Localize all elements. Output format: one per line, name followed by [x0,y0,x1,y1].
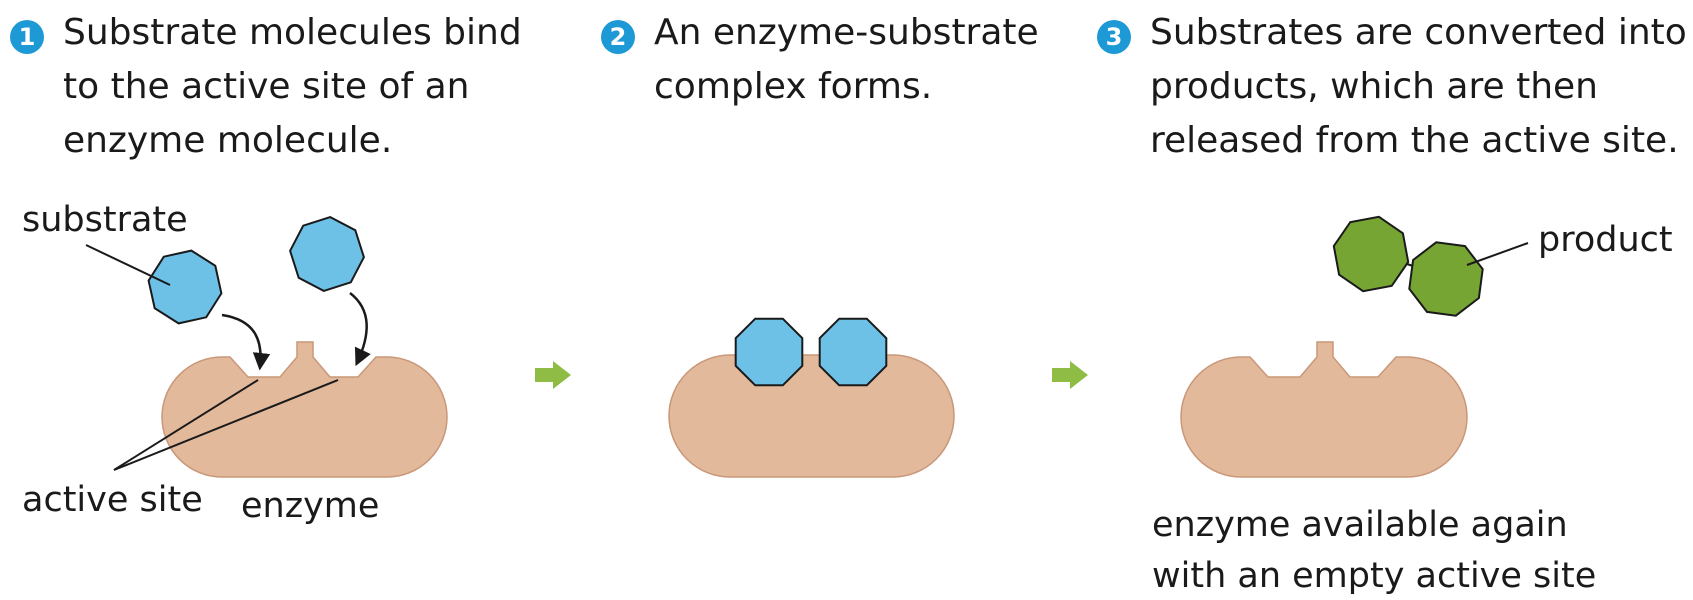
binding-arrow-2 [349,292,371,367]
substrate-label: substrate [22,200,188,240]
step-arrow-2 [1052,361,1088,389]
step-3-text: Substrates are converted into products, … [1150,6,1687,168]
enzyme-available-label-line-2: with an empty active site [1152,556,1597,596]
substrate-molecule-1 [147,249,223,325]
enzyme-3-shape [1180,341,1468,478]
step-1-line-3: enzyme molecule. [63,120,393,161]
enzyme-available-label-line-1: enzyme available again [1152,505,1568,545]
enzyme-2-shape [668,354,955,478]
step-1-badge: 1 [10,20,44,54]
step-3-line-1: Substrates are converted into [1150,12,1687,53]
step-2-badge: 2 [601,20,635,54]
step-3-line-2: products, which are then [1150,66,1598,107]
step-arrow-1 [535,361,571,389]
product-molecule-1 [1332,215,1410,293]
active-site-leader-line-2 [113,379,339,471]
product-leader-line [1466,242,1529,266]
step-2-text: An enzyme-substrate complex forms. [654,6,1039,114]
step-1-line-1: Substrate molecules bind [63,12,522,53]
substrate-leader-line [85,244,171,286]
active-site-label: active site [22,480,203,520]
substrate-molecule-2 [289,216,365,292]
enzyme-label: enzyme [241,486,380,526]
step-2-line-2: complex forms. [654,66,933,107]
product-label: product [1538,220,1673,260]
step-2-line-1: An enzyme-substrate [654,12,1039,53]
binding-arrow-1 [221,313,271,371]
step-3-badge: 3 [1097,20,1131,54]
bound-substrate-1 [734,317,804,387]
enzyme-1-shape [161,341,448,478]
step-3-line-3: released from the active site. [1150,120,1679,161]
step-1-text: Substrate molecules bind to the active s… [63,6,522,168]
product-molecule-2 [1408,241,1484,317]
bound-substrate-2 [818,317,888,387]
active-site-leader-line-1 [113,379,259,471]
step-1-line-2: to the active site of an [63,66,470,107]
